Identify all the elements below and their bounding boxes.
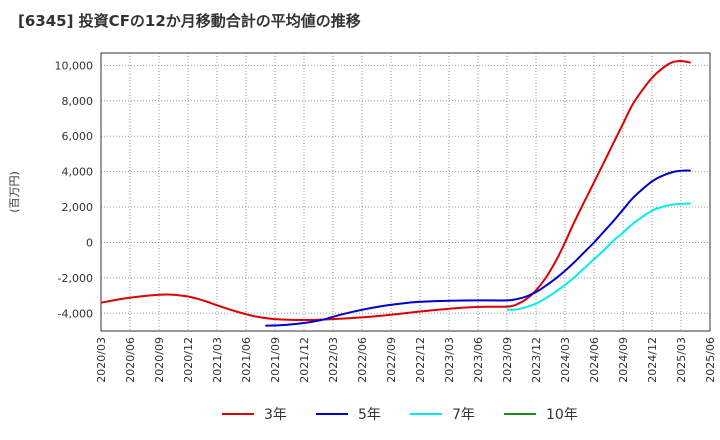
series-line-7年 (506, 202, 691, 311)
legend-label: 7年 (452, 407, 475, 423)
y-tick-label: 4,000 (62, 166, 94, 179)
legend-label: 10年 (546, 407, 578, 423)
x-tick-label: 2021/03 (211, 337, 224, 383)
x-tick-label: 2022/12 (414, 337, 427, 383)
x-tick-label: 2024/09 (617, 337, 630, 383)
x-tick-label: 2022/09 (385, 337, 398, 383)
y-tick-label: 10,000 (55, 59, 94, 72)
x-tick-label: 2020/09 (153, 337, 166, 383)
y-tick-label: 8,000 (62, 95, 94, 108)
series-layer (100, 59, 691, 327)
grid-layer (100, 53, 711, 331)
x-tick-label: 2021/09 (269, 337, 282, 383)
legend-label: 3年 (264, 407, 287, 423)
chart-title: [6345] 投資CFの12か月移動合計の平均値の推移 (18, 12, 361, 30)
x-tick-label: 2025/06 (704, 337, 717, 383)
x-tick-label: 2022/06 (356, 337, 369, 383)
x-tick-label: 2021/12 (298, 337, 311, 383)
x-tick-label: 2020/12 (182, 337, 195, 383)
x-tick-label: 2020/06 (124, 337, 137, 383)
y-tick-labels: -4,000 -2,000 0 2,000 4,000 6,000 8,000 10,000 (55, 59, 94, 320)
series-line-5年 (265, 169, 691, 327)
y-tick-label: 6,000 (62, 130, 94, 143)
x-tick-label: 2023/09 (501, 337, 514, 383)
y-tick-label: -2,000 (58, 272, 93, 285)
x-tick-label: 2023/03 (443, 337, 456, 383)
x-tick-labels: 2020/03 2020/06 2020/09 2020/12 2021/03 2021/… (95, 337, 717, 383)
x-tick-label: 2025/03 (675, 337, 688, 383)
x-tick-label: 2020/03 (95, 337, 108, 383)
legend-label: 5年 (358, 407, 381, 423)
x-tick-label: 2023/06 (472, 337, 485, 383)
x-tick-label: 2024/06 (588, 337, 601, 383)
series-line-3年 (100, 59, 691, 322)
x-tick-label: 2022/03 (327, 337, 340, 383)
y-tick-label: -4,000 (58, 307, 93, 320)
x-tick-label: 2023/12 (530, 337, 543, 383)
y-axis-label: (百万円) (8, 171, 21, 213)
x-tick-label: 2024/03 (559, 337, 572, 383)
x-tick-label: 2024/12 (646, 337, 659, 383)
x-tick-label: 2021/06 (240, 337, 253, 383)
legend: 3年 5年 7年 10年 (222, 407, 578, 423)
y-tick-label: 0 (86, 236, 93, 249)
y-tick-label: 2,000 (62, 201, 94, 214)
plot-frame (100, 52, 711, 332)
